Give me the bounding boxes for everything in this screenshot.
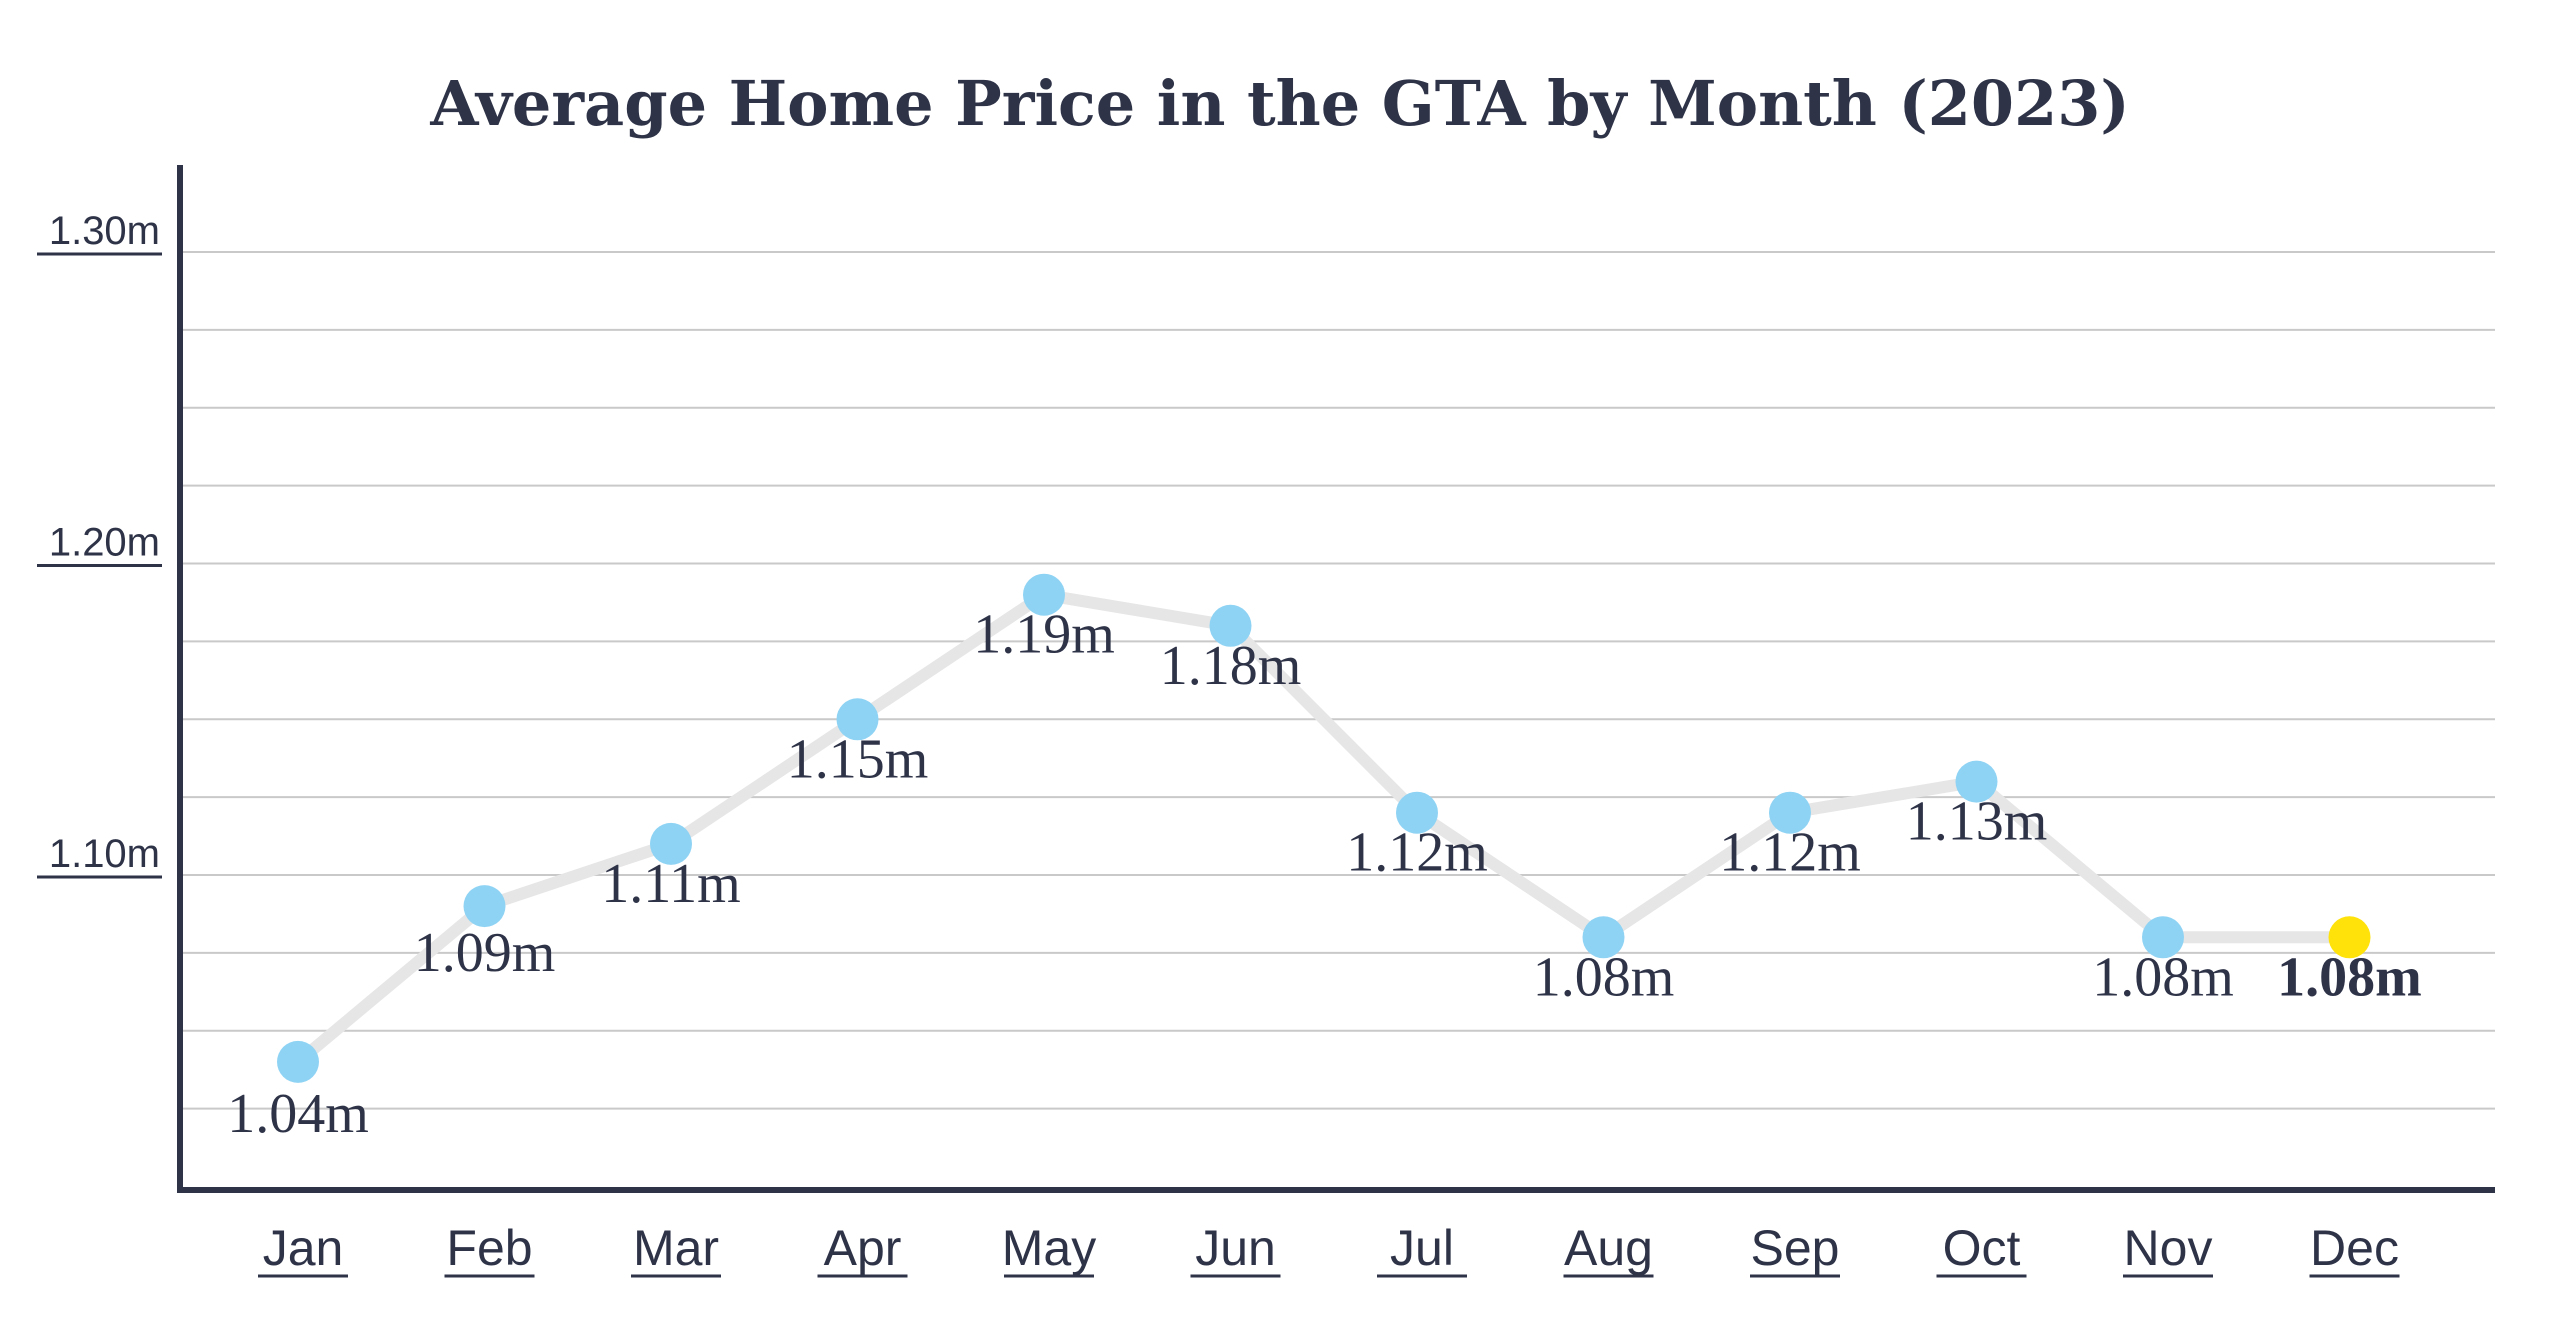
data-label: 1.04m [227,1083,369,1145]
y-axis-ticks: 1.10m 1.20m 1.30m [37,209,162,879]
data-label: 1.12m [1719,822,1861,884]
data-point [1769,791,1811,834]
x-tick-label: Jan [263,1220,344,1276]
data-point [1396,791,1438,834]
y-tick-label: 1.20m [49,521,160,565]
axes [177,165,2495,1193]
data-label: 1.08m [2092,946,2234,1008]
data-labels: 1.04m 1.09m 1.11m 1.15m 1.19m 1.18m 1.12m 1.08m… [227,604,2422,1145]
x-axis-ticks: Jan Feb Mar Apr May Jun Jul Aug Sep Oct Nov Dec [258,1220,2400,1278]
x-tick-label: Feb [446,1220,532,1276]
data-point [1582,916,1625,959]
highlight-data-label: 1.08m [2277,946,2422,1008]
data-label: 1.11m [601,853,740,915]
x-tick-label: Oct [1943,1220,2021,1276]
data-point [650,822,692,865]
data-label: 1.13m [1906,791,2048,853]
y-tick-label: 1.10m [49,832,160,876]
x-tick-label: Jun [1195,1220,1276,1276]
chart-title: Average Home Price in the GTA by Month (… [429,67,2129,140]
data-point [1209,604,1252,647]
data-point [1023,573,1065,616]
data-label: 1.15m [787,728,929,790]
highlight-data-point [2328,916,2371,959]
x-tick-label: May [1002,1220,1096,1276]
x-tick-label: Dec [2310,1220,2399,1276]
data-label: 1.19m [973,604,1115,666]
data-point [836,698,879,741]
x-tick-label: Apr [824,1220,902,1276]
gridlines [180,251,2495,1110]
series-line-path [292,588,2356,1068]
data-points [277,573,2371,1083]
x-tick-label: Aug [1564,1220,1653,1276]
data-point [463,885,506,928]
x-tick-label: Nov [2124,1220,2213,1276]
series-line [292,588,2356,1068]
data-point [277,1040,319,1083]
data-point [2142,916,2184,959]
data-label: 1.12m [1346,822,1488,884]
x-tick-label: Mar [633,1220,719,1276]
x-tick-label: Jul [1390,1220,1454,1276]
data-point [1955,760,1998,803]
data-label: 1.08m [1533,946,1675,1008]
data-label: 1.09m [414,922,556,984]
x-tick-label: Sep [1751,1220,1840,1276]
y-tick-label: 1.30m [49,209,160,253]
data-label: 1.18m [1160,635,1302,697]
